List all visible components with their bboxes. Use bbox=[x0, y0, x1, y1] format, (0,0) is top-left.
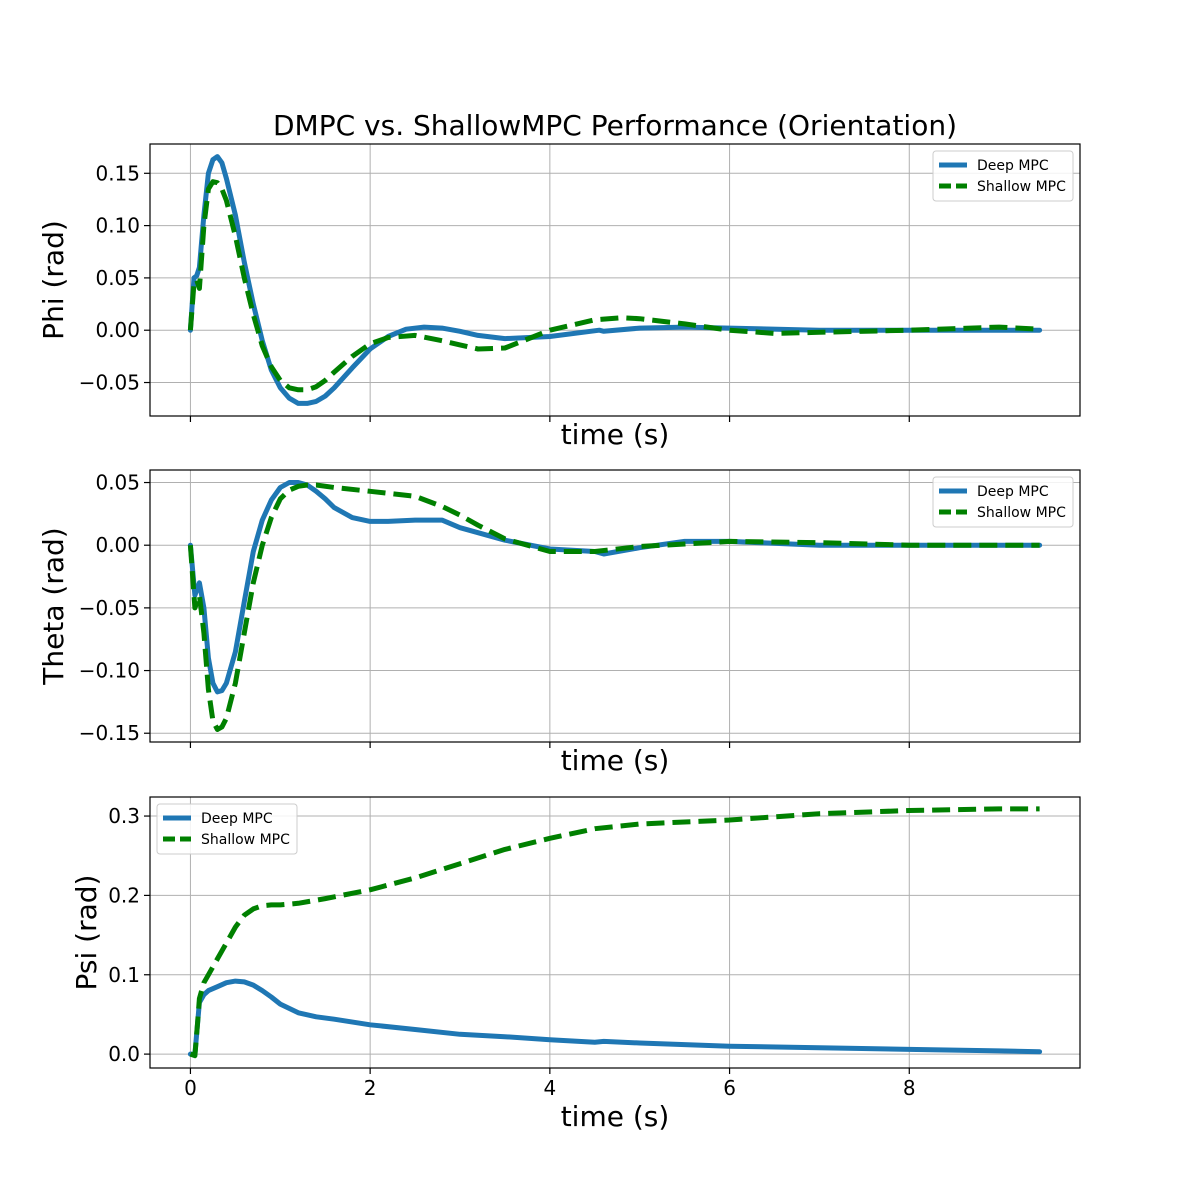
x-tick-label: 0 bbox=[184, 1076, 197, 1100]
y-axis-label: Theta (rad) bbox=[37, 527, 70, 685]
y-tick-label: 0.15 bbox=[95, 161, 140, 185]
subplot-2: −0.15 −0.10 −0.05 0.00 0.05 time (s) Theta (ra… bbox=[37, 469, 1081, 777]
y-tick-label: −0.10 bbox=[79, 659, 140, 683]
legend-label: Deep MPC bbox=[201, 811, 273, 827]
shallow-mpc-line bbox=[187, 482, 1040, 732]
shallow-mpc-line bbox=[189, 806, 1040, 1059]
legend: Deep MPC Shallow MPC bbox=[932, 476, 1074, 528]
axes-frame bbox=[149, 143, 1081, 417]
deep-mpc-line bbox=[187, 154, 1043, 406]
series-group bbox=[187, 480, 1043, 732]
x-axis-label: time (s) bbox=[561, 1100, 670, 1133]
subplot-1: −0.05 0.00 0.05 0.10 0.15 time (s) Phi (rad) De… bbox=[37, 143, 1081, 451]
axes-frame bbox=[149, 469, 1081, 743]
x-tick-label: 6 bbox=[723, 1076, 736, 1100]
y-tick-label: 0.2 bbox=[108, 883, 140, 907]
y-tick-label: −0.15 bbox=[79, 721, 140, 745]
y-tick-label: −0.05 bbox=[79, 371, 140, 395]
series-group bbox=[187, 806, 1043, 1059]
legend-label: Deep MPC bbox=[977, 158, 1049, 174]
legend-label: Shallow MPC bbox=[977, 179, 1066, 195]
y-tick-label: 0.00 bbox=[95, 318, 140, 342]
y-tick-label: 0.05 bbox=[95, 471, 140, 495]
y-tick-label: 0.00 bbox=[95, 533, 140, 557]
legend-box bbox=[932, 476, 1074, 528]
series-group bbox=[187, 154, 1043, 406]
figure-title: DMPC vs. ShallowMPC Performance (Orienta… bbox=[273, 109, 957, 142]
legend-label: Shallow MPC bbox=[201, 832, 290, 848]
y-tick-label: 0.0 bbox=[108, 1042, 140, 1066]
legend-box bbox=[156, 803, 298, 855]
legend-label: Deep MPC bbox=[977, 484, 1049, 500]
legend-label: Shallow MPC bbox=[977, 505, 1066, 521]
x-tick-label: 8 bbox=[903, 1076, 916, 1100]
x-axis-label: time (s) bbox=[561, 418, 670, 451]
y-tick-label: 0.10 bbox=[95, 214, 140, 238]
legend: Deep MPC Shallow MPC bbox=[156, 803, 298, 855]
y-tick-label: 0.3 bbox=[108, 804, 140, 828]
x-axis-label: time (s) bbox=[561, 744, 670, 777]
shallow-mpc-line bbox=[187, 179, 1040, 393]
y-tick-label: 0.1 bbox=[108, 963, 140, 987]
x-tick-label: 4 bbox=[543, 1076, 556, 1100]
x-tick-label: 2 bbox=[364, 1076, 377, 1100]
y-axis-label: Phi (rad) bbox=[37, 220, 70, 340]
legend-box bbox=[932, 150, 1074, 202]
y-tick-label: 0.05 bbox=[95, 266, 140, 290]
y-axis-label: Psi (rad) bbox=[70, 875, 103, 991]
legend: Deep MPC Shallow MPC bbox=[932, 150, 1074, 202]
y-tick-label: −0.05 bbox=[79, 596, 140, 620]
deep-mpc-line bbox=[187, 978, 1043, 1057]
axes-frame bbox=[149, 796, 1081, 1069]
subplot-3: 0 2 4 6 8 0.0 0.1 0.2 0.3 time (s) Psi (rad) Deep M… bbox=[70, 796, 1081, 1133]
